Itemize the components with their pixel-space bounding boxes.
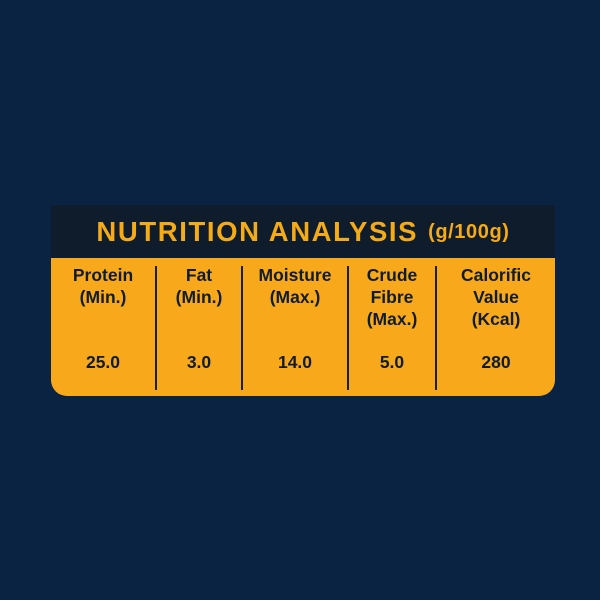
- column-divider: [435, 266, 437, 390]
- column-header: Moisture (Max.): [243, 264, 347, 308]
- column-header: Fat (Min.): [157, 264, 241, 308]
- column-fat: Fat (Min.) 3.0: [157, 258, 241, 396]
- column-protein: Protein (Min.) 25.0: [51, 258, 155, 396]
- column-header-line: Fibre: [370, 287, 414, 307]
- column-header-line: Crude: [366, 265, 418, 285]
- column-header-line: (Max.): [269, 287, 321, 307]
- column-moisture: Moisture (Max.) 14.0: [243, 258, 347, 396]
- column-header-line: (Kcal): [471, 309, 521, 329]
- column-value: 5.0: [379, 352, 405, 372]
- column-header-line: Fat: [185, 265, 213, 285]
- nutrition-table: Protein (Min.) 25.0 Fat (Min.) 3.0 Moist…: [51, 258, 555, 396]
- column-divider: [241, 266, 243, 390]
- column-header-line: (Min.): [79, 287, 127, 307]
- column-header-line: (Max.): [366, 309, 418, 329]
- nutrition-header: NUTRITION ANALYSIS (g/100g): [51, 205, 555, 258]
- column-value: 25.0: [85, 352, 121, 372]
- column-value: 14.0: [277, 352, 313, 372]
- column-header: Crude Fibre (Max.): [349, 264, 435, 330]
- column-calorific-value: Calorific Value (Kcal) 280: [437, 258, 555, 396]
- column-crude-fibre: Crude Fibre (Max.) 5.0: [349, 258, 435, 396]
- column-divider: [347, 266, 349, 390]
- column-header: Protein (Min.): [51, 264, 155, 308]
- column-value: 3.0: [186, 352, 212, 372]
- nutrition-panel: NUTRITION ANALYSIS (g/100g) Protein (Min…: [51, 205, 555, 396]
- nutrition-unit: (g/100g): [428, 221, 510, 243]
- column-value: 280: [481, 352, 511, 372]
- column-header-line: Calorific: [460, 265, 532, 285]
- column-header-line: Protein: [72, 265, 134, 285]
- column-divider: [155, 266, 157, 390]
- column-header-line: (Min.): [175, 287, 223, 307]
- column-header-line: Moisture: [258, 265, 332, 285]
- nutrition-title: NUTRITION ANALYSIS: [96, 215, 419, 247]
- column-header-line: Value: [473, 287, 519, 307]
- column-header: Calorific Value (Kcal): [437, 264, 555, 330]
